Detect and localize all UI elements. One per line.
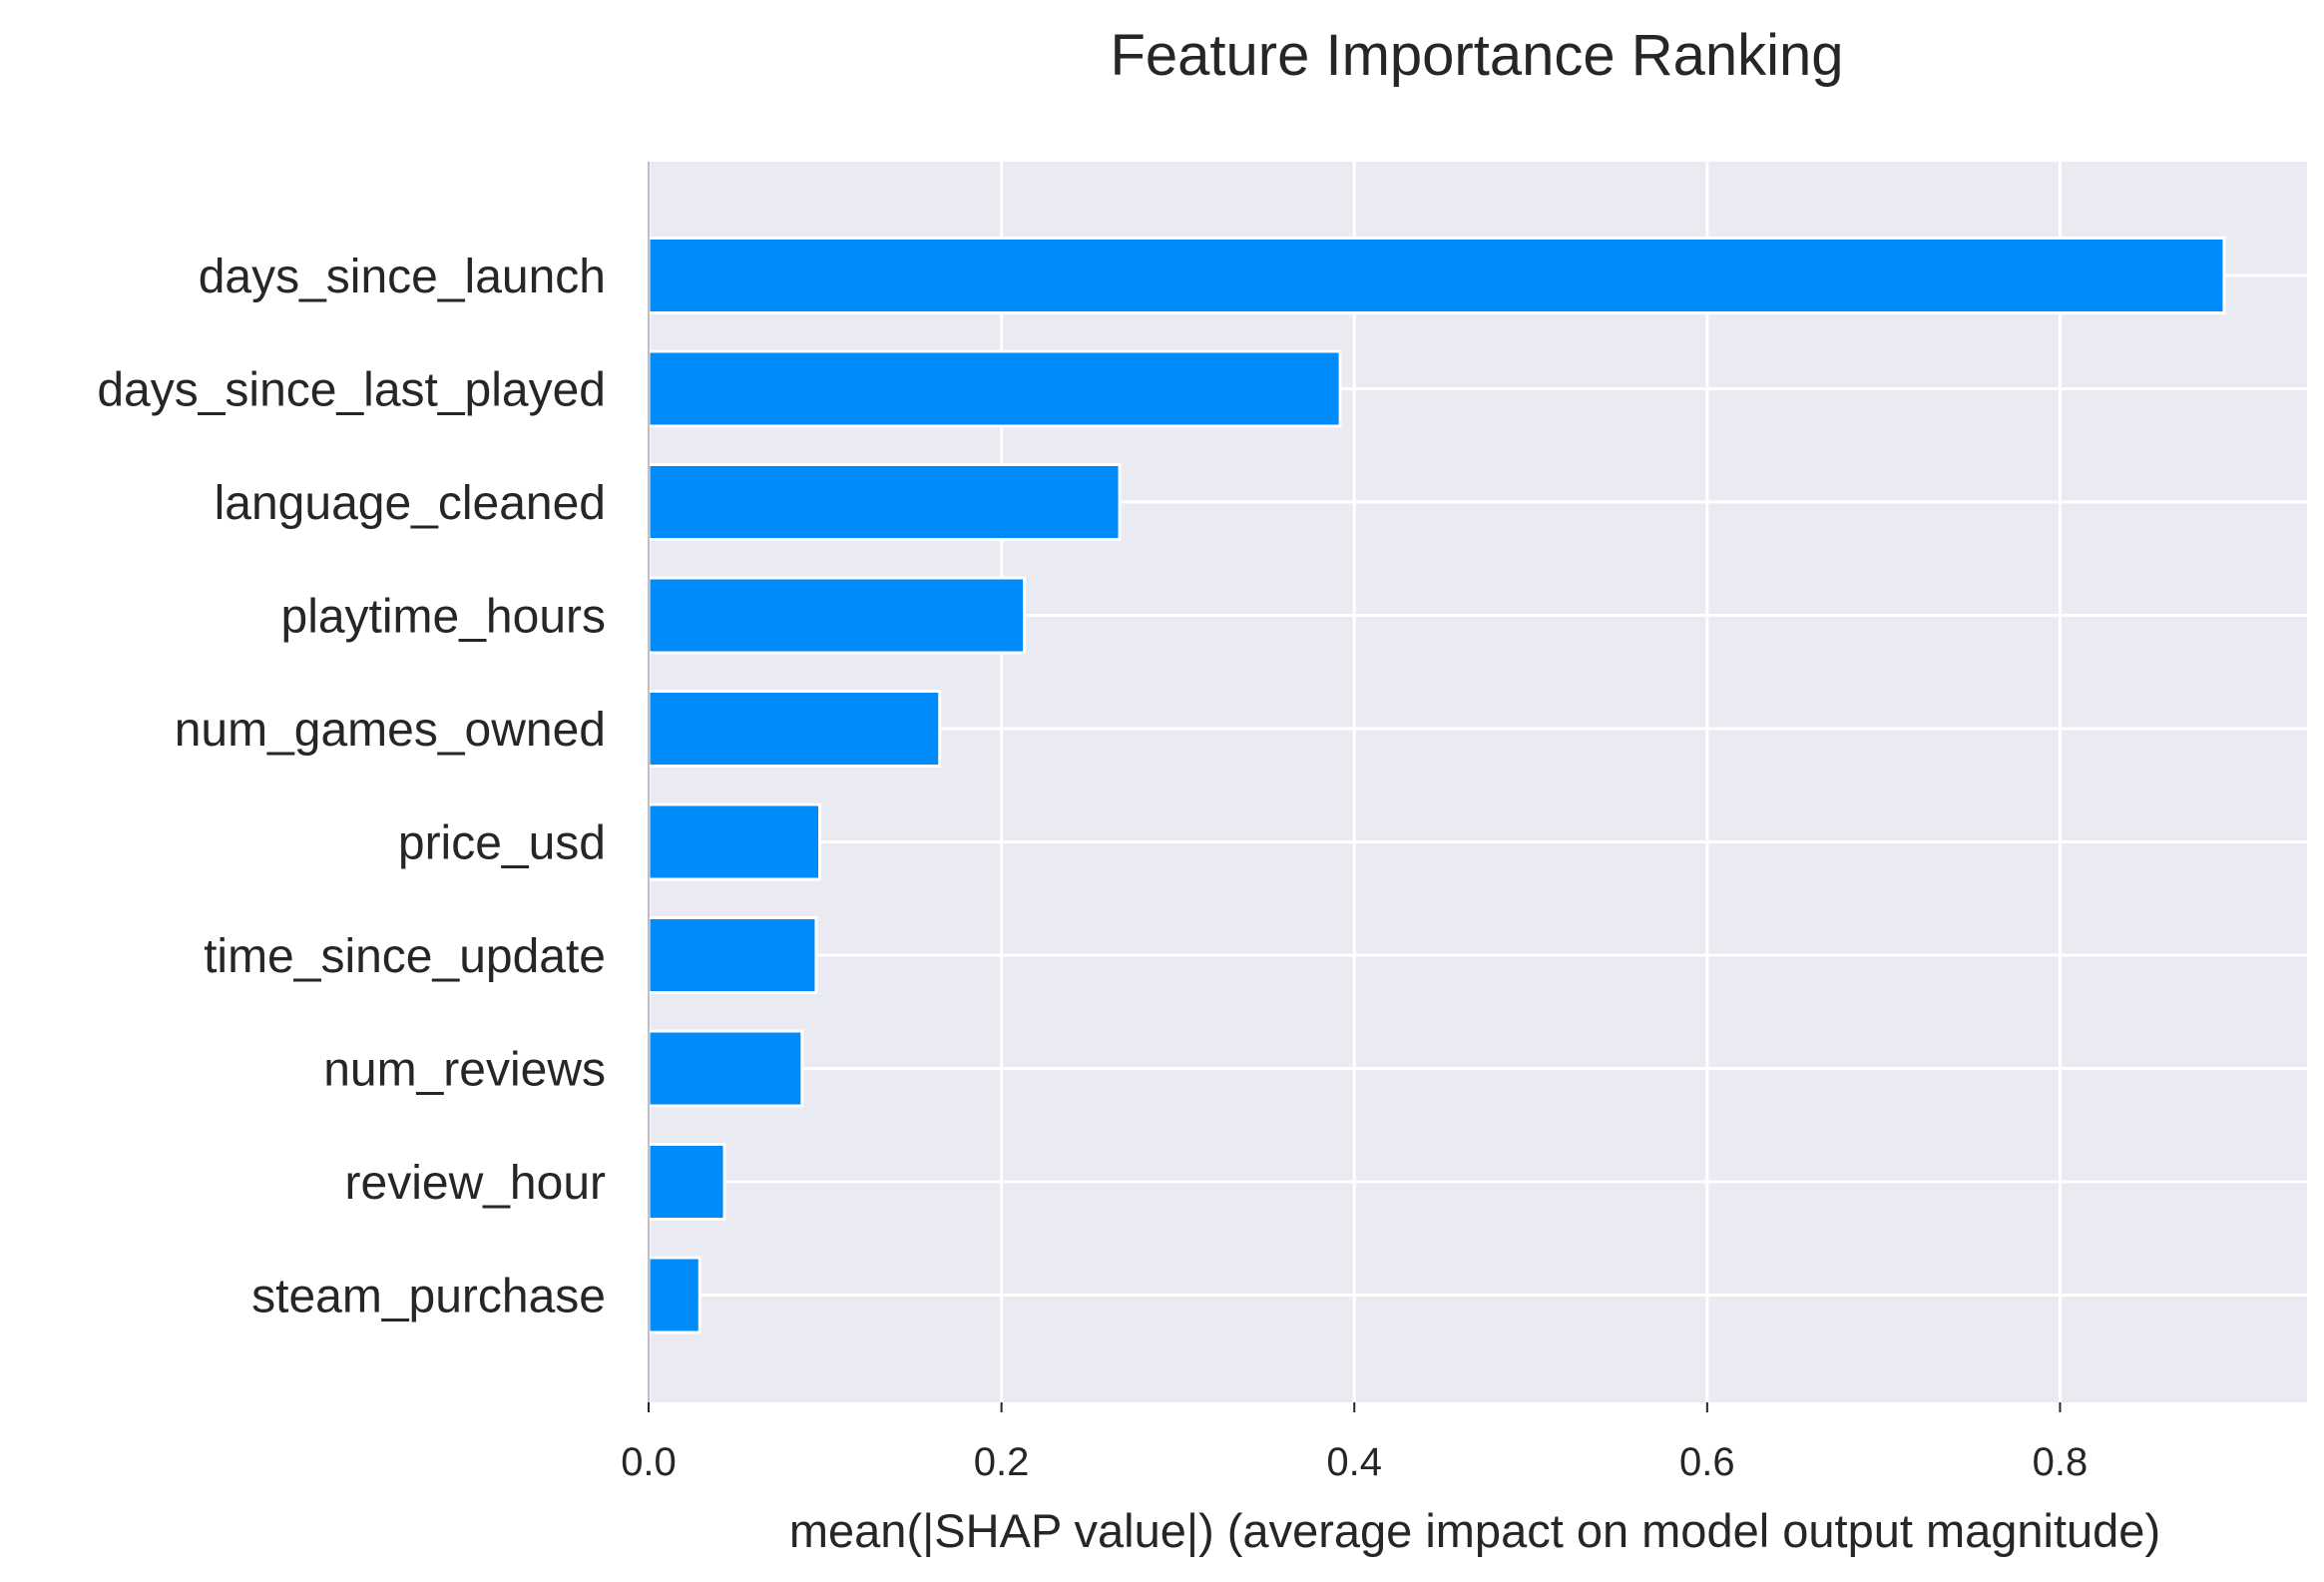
x-tick-label: 0.4	[1326, 1440, 1382, 1484]
bars	[647, 237, 2226, 1334]
x-axis-title: mean(|SHAP value|) (average impact on mo…	[789, 1504, 2160, 1557]
chart-title: Feature Importance Ranking	[1110, 23, 1843, 88]
category-label: days_since_last_played	[97, 364, 606, 417]
bar-num_reviews	[647, 1029, 804, 1108]
category-labels: days_since_launch days_since_last_playedl…	[97, 251, 606, 1323]
bar-num_games_owned	[647, 690, 942, 768]
plot-background	[649, 162, 2307, 1402]
category-label: steam_purchase	[251, 1271, 606, 1323]
bar-time_since_update	[647, 916, 818, 994]
x-tick-labels: 0.0 0.2 0.4 0.6 0.8	[621, 1402, 2088, 1484]
category-label: time_since_update	[204, 930, 606, 983]
bar-price_usd	[647, 802, 822, 881]
category-label: num_reviews	[323, 1044, 606, 1097]
bar-days_since_launch	[647, 237, 2226, 314]
x-tick-label: 0.8	[2033, 1440, 2089, 1484]
bar-playtime_hours	[647, 576, 1027, 655]
category-label: playtime_hours	[281, 591, 607, 644]
category-label: language_cleaned	[215, 477, 606, 530]
category-label: review_hour	[345, 1157, 606, 1210]
category-label: price_usd	[398, 817, 606, 870]
x-tick-label: 0.0	[621, 1440, 677, 1484]
bar-review_hour	[647, 1143, 726, 1221]
category-label: num_games_owned	[175, 704, 606, 757]
bar-days_since_last_played	[647, 349, 1342, 428]
x-tick-label: 0.6	[1679, 1440, 1735, 1484]
bar-language_cleaned	[647, 463, 1122, 541]
category-label: days_since_launch	[199, 251, 606, 303]
bar-steam_purchase	[647, 1256, 701, 1334]
x-tick-label: 0.2	[974, 1440, 1030, 1484]
